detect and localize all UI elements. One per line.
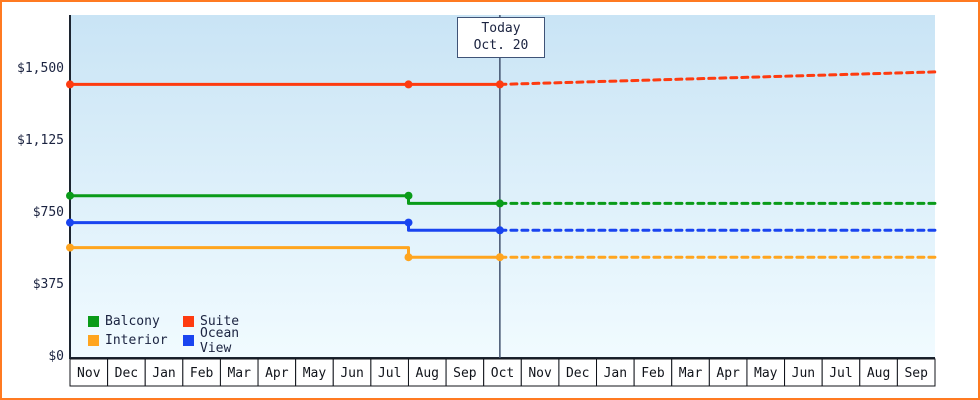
today-label: Today bbox=[481, 21, 521, 36]
x-tick-label: May bbox=[303, 366, 327, 381]
series-forecast-suite bbox=[498, 70, 937, 86]
legend-item-interior: Interior bbox=[88, 333, 183, 348]
x-tick-box bbox=[295, 358, 334, 387]
x-tick-label: Aug bbox=[867, 366, 890, 381]
x-tick-label: Jan bbox=[604, 366, 627, 381]
x-tick-label: Feb bbox=[190, 366, 214, 381]
x-tick-label: Sep bbox=[904, 366, 928, 381]
x-tick-box bbox=[708, 358, 748, 387]
legend-item-ocean-view: Ocean View bbox=[183, 326, 278, 356]
series-line-interior bbox=[68, 246, 502, 259]
legend: Balcony Suite Interior Ocean View bbox=[88, 312, 278, 356]
x-tick-label: Apr bbox=[265, 366, 289, 381]
today-date: Oct. 20 bbox=[473, 38, 529, 53]
x-tick-box bbox=[520, 358, 560, 387]
x-tick-label: Aug bbox=[416, 366, 439, 381]
x-tick-label: Jun bbox=[340, 366, 363, 381]
y-tick-375: $375 bbox=[32, 277, 64, 292]
y-tick-1500: $1,500 bbox=[17, 61, 64, 76]
x-tick-label: Mar bbox=[679, 366, 703, 381]
x-tick-label: Apr bbox=[716, 366, 740, 381]
legend-swatch-interior bbox=[88, 335, 99, 346]
legend-label-ocean-view: Ocean View bbox=[200, 325, 240, 356]
x-tick-label: Nov bbox=[528, 366, 552, 381]
legend-swatch-suite bbox=[183, 316, 194, 327]
legend-label-balcony: Balcony bbox=[105, 314, 160, 329]
x-tick-label: Dec bbox=[115, 366, 138, 381]
x-tick-label: Sep bbox=[453, 366, 477, 381]
x-tick-box bbox=[896, 358, 936, 387]
series-marker-balcony bbox=[404, 191, 413, 200]
legend-swatch-ocean-view bbox=[183, 335, 194, 346]
series-marker-ocean-view bbox=[495, 226, 504, 235]
y-tick-750: $750 bbox=[32, 205, 64, 220]
y-tick-0: $0 bbox=[48, 349, 64, 364]
x-tick-label: Jan bbox=[152, 366, 175, 381]
today-annotation: Today Oct. 20 bbox=[457, 17, 545, 58]
x-tick-label: Jul bbox=[829, 366, 852, 381]
x-tick-label: Mar bbox=[227, 366, 251, 381]
series-marker-interior bbox=[404, 253, 413, 262]
y-tick-1125: $1,125 bbox=[17, 133, 64, 148]
x-tick-label: Feb bbox=[641, 366, 665, 381]
series-marker-interior bbox=[66, 243, 74, 252]
x-tick-label: Jul bbox=[378, 366, 401, 381]
legend-item-balcony: Balcony bbox=[88, 314, 183, 329]
x-tick-box bbox=[746, 358, 786, 387]
x-tick-label: May bbox=[754, 366, 778, 381]
x-tick-box bbox=[144, 358, 184, 387]
x-tick-box bbox=[821, 358, 861, 387]
legend-label-interior: Interior bbox=[105, 333, 168, 348]
x-tick-box bbox=[596, 358, 635, 387]
x-tick-box bbox=[107, 358, 146, 387]
series-marker-balcony bbox=[495, 199, 504, 208]
series-marker-interior bbox=[495, 253, 504, 262]
x-tick-box bbox=[257, 358, 297, 387]
series-marker-balcony bbox=[66, 191, 74, 200]
x-tick-box bbox=[407, 358, 447, 387]
legend-swatch-balcony bbox=[88, 316, 99, 327]
x-tick-label: Nov bbox=[77, 366, 101, 381]
series-marker-suite bbox=[66, 80, 74, 89]
series-marker-ocean-view bbox=[404, 218, 413, 227]
plot-area bbox=[70, 15, 935, 358]
x-tick-label: Jun bbox=[792, 366, 815, 381]
legend-label-suite: Suite bbox=[200, 314, 240, 329]
x-tick-label: Oct bbox=[491, 366, 514, 381]
series-marker-suite bbox=[404, 80, 413, 89]
x-tick-box bbox=[633, 358, 673, 387]
x-tick-label: Dec bbox=[566, 366, 589, 381]
legend-item-suite: Suite bbox=[183, 314, 278, 329]
x-tick-box bbox=[445, 358, 485, 387]
x-tick-box bbox=[558, 358, 598, 387]
series-marker-suite bbox=[495, 80, 504, 89]
x-tick-box bbox=[370, 358, 409, 387]
x-tick-box bbox=[182, 358, 221, 387]
series-marker-ocean-view bbox=[66, 218, 74, 227]
